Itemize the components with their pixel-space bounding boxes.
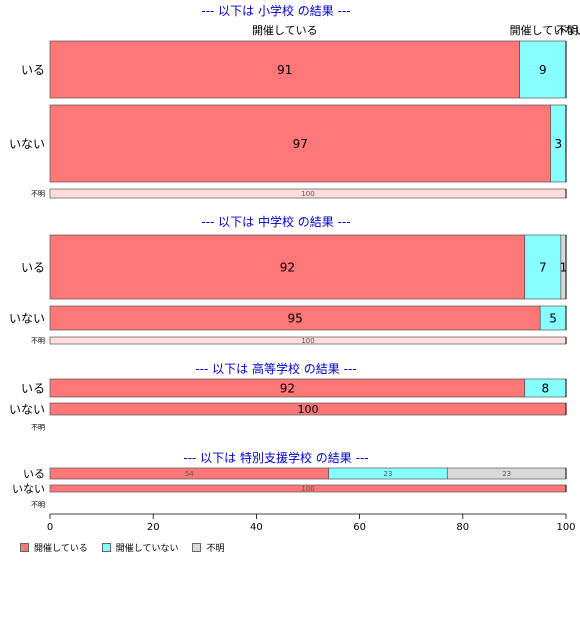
x-tick-label: 0 bbox=[47, 522, 53, 533]
bar-value-label: 23 bbox=[502, 470, 511, 478]
bar-value-label: 9 bbox=[539, 63, 547, 77]
panel-title: --- 以下は 特別支援学校 の結果 --- bbox=[183, 450, 368, 465]
bar-value-label: 92 bbox=[280, 261, 295, 275]
row-label: いる bbox=[23, 468, 45, 481]
row-label: いない bbox=[9, 312, 45, 326]
panel-title: --- 以下は 中学校 の結果 --- bbox=[201, 214, 350, 229]
bar-value-label: 7 bbox=[539, 261, 547, 275]
row-label: 不明 bbox=[31, 190, 45, 198]
x-tick-label: 80 bbox=[456, 522, 469, 533]
bar-value-label: 54 bbox=[185, 470, 194, 478]
x-tick-label: 20 bbox=[147, 522, 160, 533]
legend-label-held: 開催している bbox=[34, 544, 88, 554]
x-tick-label: 40 bbox=[250, 522, 263, 533]
row-label: いない bbox=[9, 403, 45, 417]
row-label: 不明 bbox=[31, 424, 45, 432]
legend-swatch-not-held bbox=[101, 543, 111, 552]
bar-value-label: 100 bbox=[301, 337, 314, 345]
bar-value-label: 97 bbox=[293, 137, 308, 151]
row-label: 不明 bbox=[31, 337, 45, 345]
bar-value-label: 8 bbox=[542, 382, 550, 396]
x-tick-label: 60 bbox=[353, 522, 366, 533]
row-label: いる bbox=[21, 261, 45, 275]
bar-value-label: 100 bbox=[301, 485, 314, 493]
bar-value-label: 100 bbox=[301, 190, 314, 198]
bar-value-label: 91 bbox=[277, 63, 292, 77]
bar-segment bbox=[539, 305, 567, 331]
column-header-held: 開催している bbox=[252, 23, 318, 37]
row-label: いない bbox=[9, 137, 45, 151]
column-header-not-held: 開催していない bbox=[510, 23, 580, 37]
legend-item-held: 開催している bbox=[20, 541, 88, 554]
row-label: いる bbox=[21, 382, 45, 396]
bar-value-label: 92 bbox=[280, 382, 295, 396]
bar-segment bbox=[49, 234, 526, 300]
legend-swatch-unknown bbox=[192, 543, 202, 552]
legend-item-unknown: 不明 bbox=[192, 541, 224, 554]
row-label: いない bbox=[12, 483, 45, 496]
panel-title: --- 以下は 小学校 の結果 --- bbox=[201, 3, 350, 18]
x-tick-label: 100 bbox=[556, 522, 575, 533]
bar-value-label: 3 bbox=[554, 137, 562, 151]
row-label: いる bbox=[21, 63, 45, 77]
bar-segment bbox=[519, 40, 567, 99]
legend-item-not-held: 開催していない bbox=[101, 541, 179, 554]
row-label: 不明 bbox=[31, 501, 45, 509]
legend-label-unknown: 不明 bbox=[206, 544, 225, 554]
legend-swatch-held bbox=[20, 543, 29, 552]
bar-value-label: 100 bbox=[298, 403, 319, 416]
chart-legend: 開催している 開催していない 不明 bbox=[20, 541, 224, 554]
column-header-unknown: 不明 bbox=[556, 24, 578, 37]
bar-value-label: 5 bbox=[549, 312, 557, 326]
bar-segment bbox=[49, 40, 520, 99]
bar-segment bbox=[49, 104, 551, 183]
bar-value-label: 95 bbox=[287, 312, 302, 326]
bar-value-label: 1 bbox=[560, 261, 568, 275]
panel-title: --- 以下は 高等学校 の結果 --- bbox=[195, 361, 356, 376]
bar-segment bbox=[49, 305, 541, 331]
legend-label-not-held: 開催していない bbox=[115, 544, 179, 554]
bar-value-label: 23 bbox=[384, 470, 393, 478]
bar-segment bbox=[524, 234, 562, 300]
